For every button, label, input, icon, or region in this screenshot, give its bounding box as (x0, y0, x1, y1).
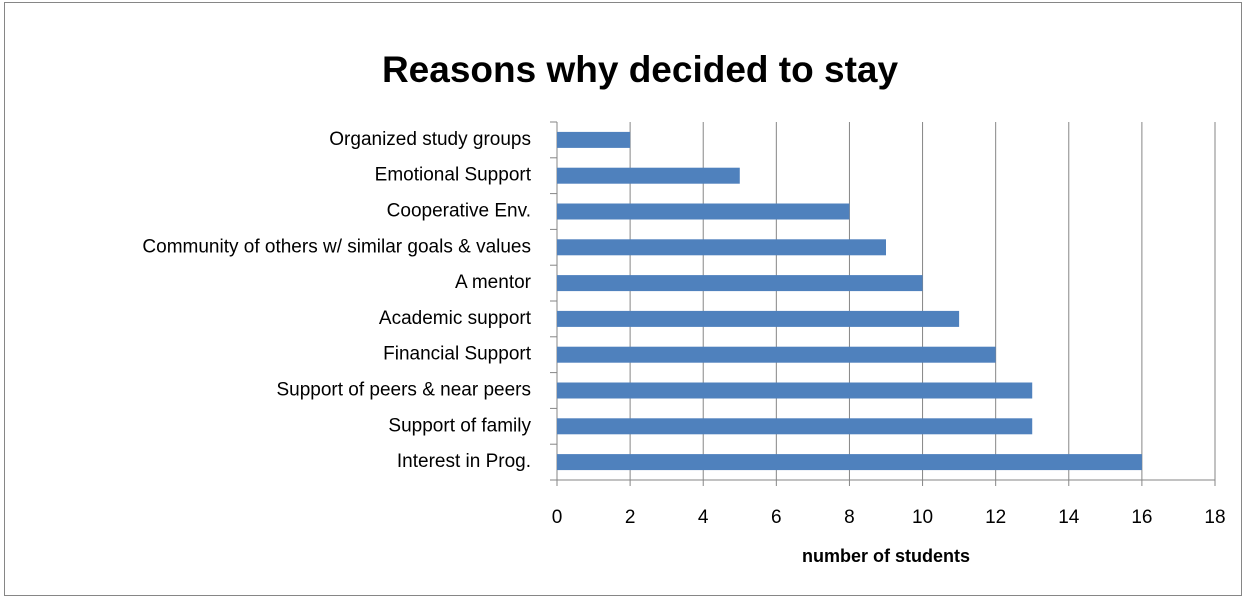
chart-title: Reasons why decided to stay (382, 49, 899, 90)
x-tick-label: 4 (698, 507, 709, 528)
x-tick-label: 6 (771, 507, 782, 528)
y-tick-label: Interest in Prog. (397, 451, 531, 472)
y-tick-label: Community of others w/ similar goals & v… (142, 236, 531, 257)
x-tick-label: 16 (1131, 507, 1152, 528)
bar (557, 454, 1142, 471)
bar (557, 310, 960, 327)
y-tick-label: Emotional Support (375, 165, 532, 186)
x-tick-label: 10 (912, 507, 933, 528)
y-tick-label: Organized study groups (329, 129, 531, 150)
bar (557, 131, 631, 148)
bar (557, 167, 740, 184)
y-tick-label: Cooperative Env. (387, 201, 531, 222)
y-tick-label: Financial Support (383, 344, 532, 365)
bar (557, 239, 886, 256)
x-tick-label: 2 (625, 507, 636, 528)
bar (557, 346, 996, 363)
chart-border (4, 2, 1242, 596)
y-tick-label: A mentor (455, 272, 532, 293)
y-tick-label: Support of peers & near peers (276, 380, 531, 401)
bar (557, 275, 923, 292)
x-tick-label: 8 (844, 507, 855, 528)
bar (557, 203, 850, 220)
x-axis-title: number of students (802, 546, 970, 566)
y-tick-label: Academic support (379, 308, 532, 329)
x-tick-label: 12 (985, 507, 1006, 528)
y-tick-label: Support of family (388, 415, 531, 436)
x-tick-label: 14 (1058, 507, 1080, 528)
x-tick-label: 0 (552, 507, 563, 528)
bar (557, 418, 1033, 435)
x-tick-label: 18 (1204, 507, 1225, 528)
bar (557, 382, 1033, 399)
